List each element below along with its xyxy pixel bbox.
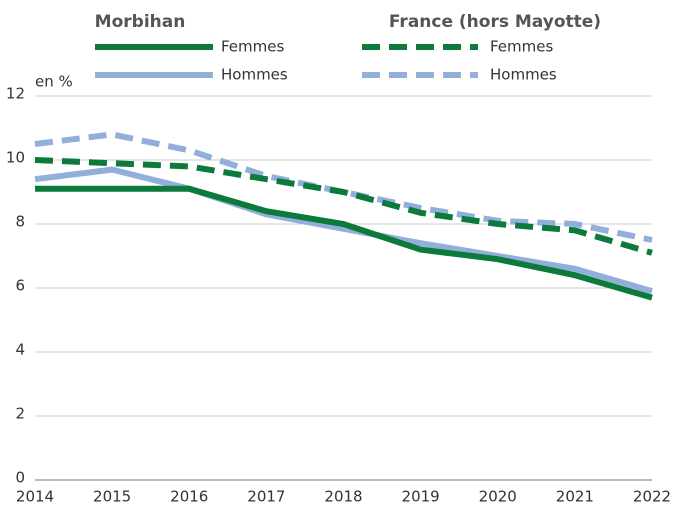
- legend-label: Femmes: [490, 38, 553, 56]
- legend-label: Femmes: [221, 38, 284, 56]
- y-tick-label: 10: [6, 149, 25, 167]
- y-tick-label: 6: [15, 277, 25, 295]
- series-line: [34, 131, 653, 243]
- series-line: [34, 157, 653, 256]
- y-tick-label: 12: [6, 85, 25, 103]
- x-tick-label: 2015: [93, 488, 131, 506]
- y-axis-label: en %: [35, 73, 73, 91]
- x-tick-label: 2014: [16, 488, 54, 506]
- x-tick-label: 2017: [247, 488, 285, 506]
- x-tick-label: 2022: [633, 488, 671, 506]
- legend-label: Hommes: [490, 66, 557, 84]
- x-tick-label: 2018: [324, 488, 362, 506]
- series-line: [35, 185, 653, 301]
- y-tick-label: 2: [15, 405, 25, 423]
- legend-label: Hommes: [221, 66, 288, 84]
- x-tick-label: 2021: [556, 488, 594, 506]
- series-line: [34, 166, 653, 295]
- x-tick-label: 2016: [170, 488, 208, 506]
- y-tick-label: 4: [15, 341, 25, 359]
- x-tick-label: 2019: [402, 488, 440, 506]
- x-tick-label: 2020: [479, 488, 517, 506]
- y-tick-label: 8: [15, 213, 25, 231]
- legend-group-title: Morbihan: [95, 12, 186, 32]
- legend-group-title: France (hors Mayotte): [389, 12, 601, 32]
- y-tick-label: 0: [15, 469, 25, 487]
